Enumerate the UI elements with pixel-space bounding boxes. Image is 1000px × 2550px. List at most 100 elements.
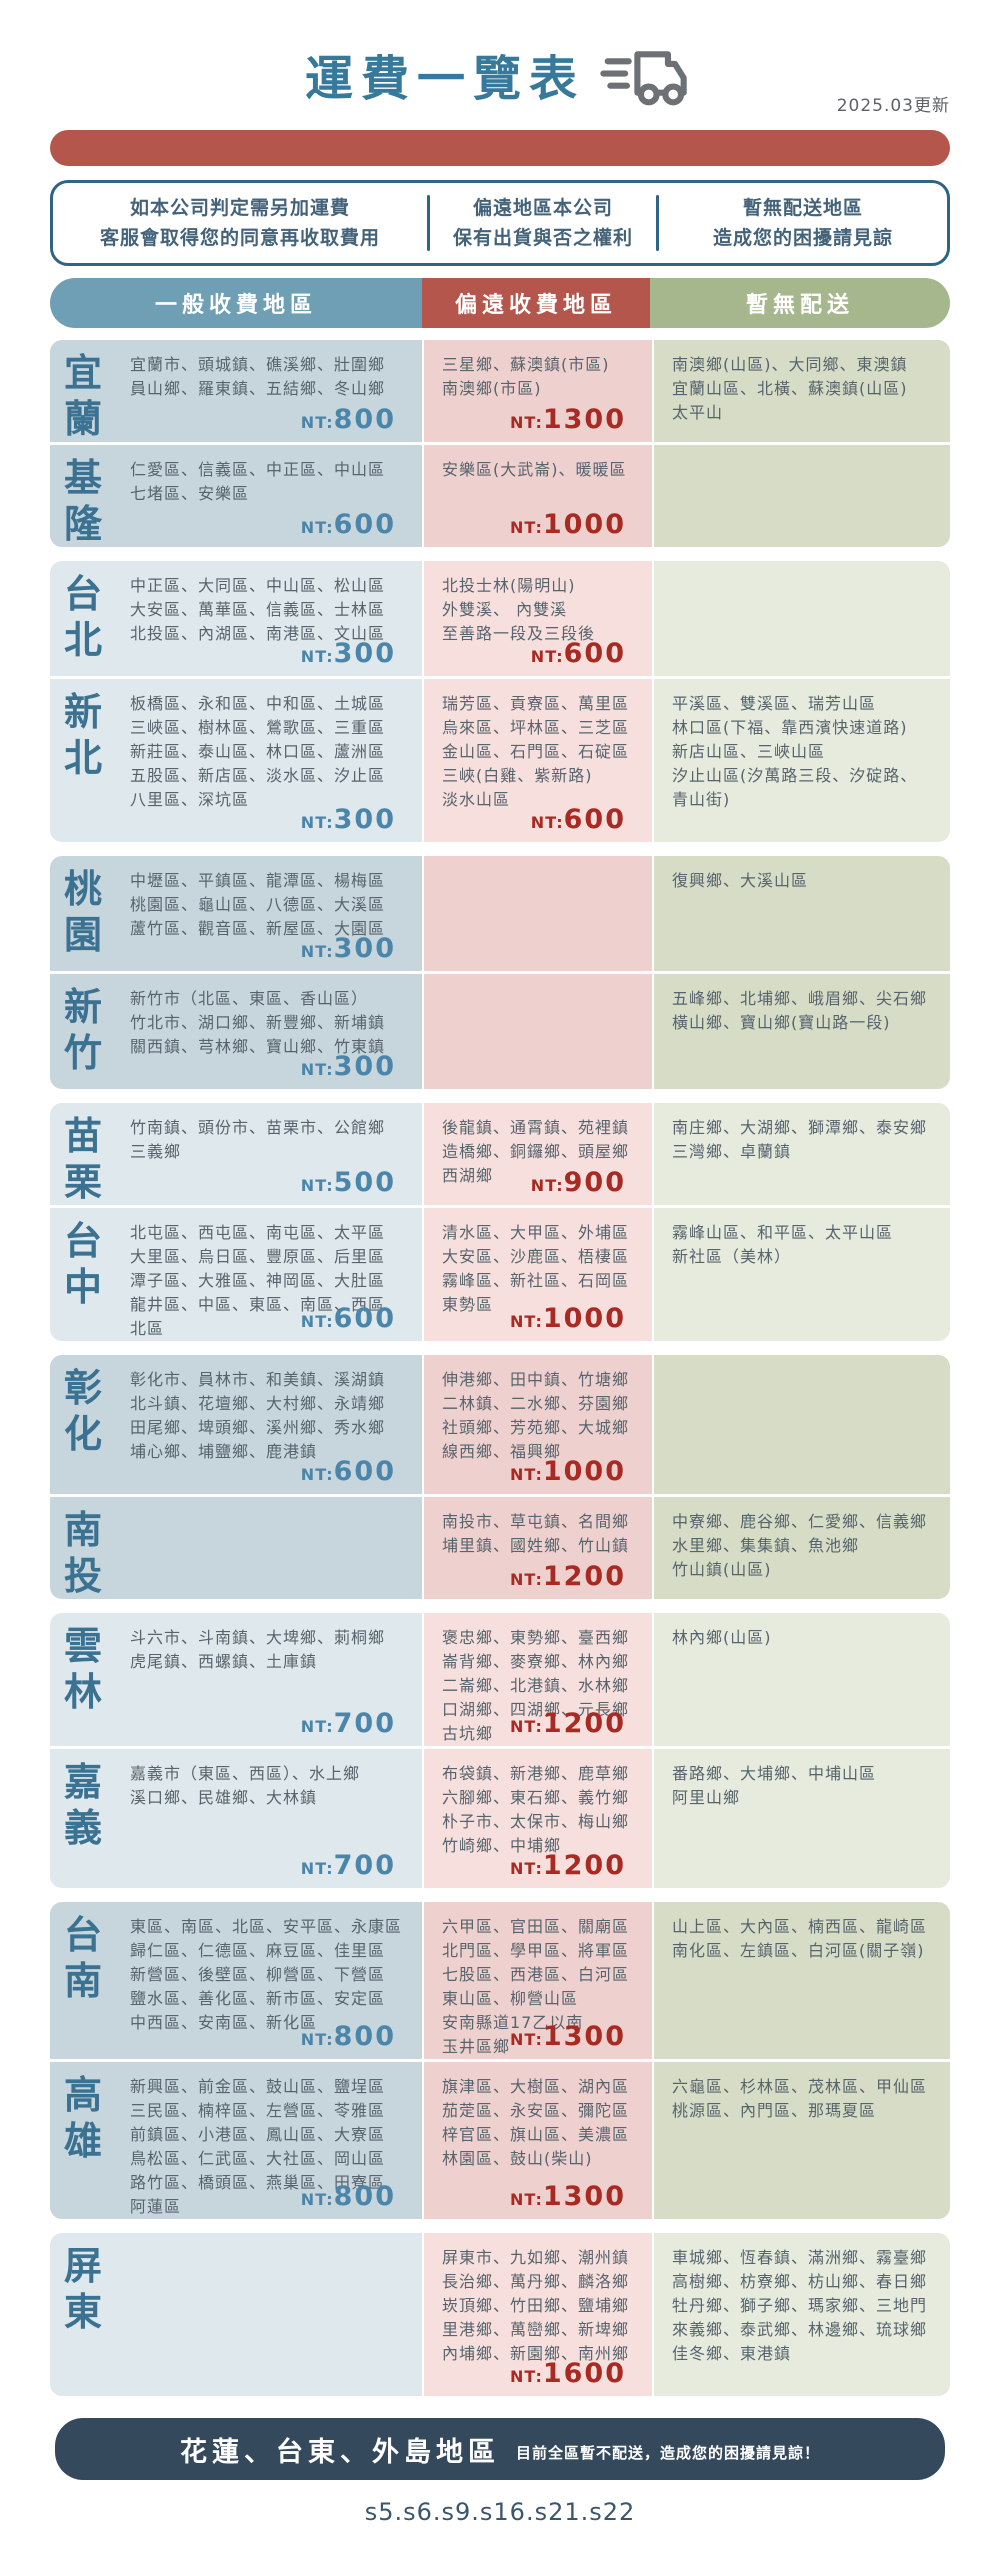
- area-line: 來義鄉、泰武鄉、林邊鄉、琉球鄉: [672, 2320, 928, 2339]
- region-label-char: 園: [64, 913, 103, 957]
- area-line: 布袋鎮、新港鄉、鹿草鄉: [442, 1764, 630, 1783]
- delivery-truck-icon: [600, 51, 687, 106]
- area-line: 南澳鄉(山區)、大同鄉、東澳鎮: [672, 355, 908, 374]
- region-label-char: 基: [64, 456, 103, 500]
- area-line: 橫山鄉、寶山鄉(寶山路一段): [672, 1013, 891, 1032]
- price-general: NT:800: [300, 2181, 396, 2212]
- general-cell: 嘉義嘉義市（東區、西區）、水上鄉 溪口鄉、民雄鄉、大林鎮 NT:700: [50, 1749, 422, 1888]
- area-line: 佳冬鄉、東港鎮: [672, 2344, 792, 2363]
- header: 運費一覽表 2025.03更新: [50, 34, 950, 116]
- area-line: 南投市、草屯鎮、名間鄉: [442, 1512, 630, 1531]
- region-label-char: 台: [64, 1913, 103, 1957]
- no-delivery-cell: 復興鄉、大溪山區: [654, 856, 950, 971]
- remote-cell: 三星鄉、蘇澳鎮(市區) 南澳鄉(市區) NT:1300: [424, 340, 652, 442]
- area-line: 崁頂鄉、竹田鄉、鹽埔鄉: [442, 2296, 630, 2315]
- area-line: 北門區、學甲區、將軍區: [442, 1941, 630, 1960]
- price-general: NT:300: [300, 1051, 396, 1082]
- region-row: 桃園中壢區、平鎮區、龍潭區、楊梅區 桃園區、龜山區、八德區、大溪區 蘆竹區、觀音區、…: [50, 856, 950, 971]
- general-cell: 彰化彰化市、員林市、和美鎮、溪湖鎮 北斗鎮、花壇鄉、大村鄉、永靖鄉 田尾鄉、埤頭鄉、…: [50, 1355, 422, 1494]
- area-line: 汐止山區(汐萬路三段、汐碇路、: [672, 766, 918, 785]
- area-line: 前鎮區、小港區、鳳山區、大寮區: [130, 2125, 386, 2144]
- region-label: 苗栗: [50, 1103, 130, 1205]
- region-group: 雲林斗六市、斗南鎮、大埤鄉、莿桐鄉 虎尾鎮、西螺鎮、土庫鎮 NT:700 褒忠鄉、東勢…: [50, 1613, 950, 1888]
- price-remote: NT:1000: [510, 1456, 626, 1487]
- region-label: 台北: [50, 561, 130, 676]
- price-general: NT:500: [300, 1167, 396, 1198]
- no-delivery-cell: 山上區、大內區、楠西區、龍崎區 南化區、左鎮區、白河區(關子嶺): [654, 1902, 950, 2059]
- region-group: 宜蘭宜蘭市、頭城鎮、礁溪鄉、壯圍鄉 員山鄉、羅東鎮、五結鄉、冬山鄉 NT:800 三星…: [50, 340, 950, 547]
- area-line: 三星鄉、蘇澳鎮(市區): [442, 355, 610, 374]
- region-label: 彰化: [50, 1355, 130, 1494]
- fee-table: 宜蘭宜蘭市、頭城鎮、礁溪鄉、壯圍鄉 員山鄉、羅東鎮、五結鄉、冬山鄉 NT:800 三星…: [50, 340, 950, 2396]
- no-delivery-cell: 霧峰山區、和平區、太平山區 新社區（美林）: [654, 1208, 950, 1341]
- area-line: 北投士林(陽明山): [442, 576, 576, 595]
- region-label: 屏東: [50, 2233, 130, 2396]
- remote-cell: [424, 856, 652, 971]
- region-row: 嘉義嘉義市（東區、西區）、水上鄉 溪口鄉、民雄鄉、大林鎮 NT:700 布袋鎮、新港鄉…: [50, 1749, 950, 1888]
- area-line: 彰化市、員林市、和美鎮、溪湖鎮: [130, 1370, 386, 1389]
- no-delivery-region-title: 花蓮、台東、外島地區: [179, 2436, 500, 2468]
- region-label-char: 東: [64, 2290, 103, 2334]
- area-line: 崙背鄉、麥寮鄉、林內鄉: [442, 1652, 630, 1671]
- area-line: 六甲區、官田區、關廟區: [442, 1917, 630, 1936]
- area-line: 宜蘭山區、北橫、蘇澳鎮(山區): [672, 379, 908, 398]
- price-general: NT:300: [300, 804, 396, 835]
- no-delivery-cell: 五峰鄉、北埔鄉、峨眉鄉、尖石鄉 橫山鄉、寶山鄉(寶山路一段): [654, 974, 950, 1089]
- area-line: 鳥松區、仁武區、大社區、岡山區: [130, 2149, 386, 2168]
- region-row: 高雄新興區、前金區、鼓山區、鹽埕區 三民區、楠梓區、左營區、苓雅區 前鎮區、小港區、…: [50, 2062, 950, 2219]
- area-line: 瑞芳區、貢寮區、萬里區: [442, 694, 630, 713]
- no-delivery-region-bar: 花蓮、台東、外島地區 目前全區暫不配送，造成您的困擾請見諒！: [55, 2418, 945, 2480]
- area-line: 埔里鎮、國姓鄉、竹山鎮: [442, 1536, 630, 1555]
- area-line: 三灣鄉、卓蘭鎮: [672, 1142, 792, 1161]
- area-line: 口湖鄉、四湖鄉、元長鄉: [442, 1700, 630, 1719]
- region-row: 新北板橋區、永和區、中和區、土城區 三峽區、樹林區、鶯歌區、三重區 新莊區、泰山區、…: [50, 679, 950, 842]
- area-line: 新莊區、泰山區、林口區、蘆洲區: [130, 742, 386, 761]
- general-cell: 基隆仁愛區、信義區、中正區、中山區 七堵區、安樂區 NT:600: [50, 445, 422, 547]
- price-remote: NT:1000: [510, 509, 626, 540]
- area-line: 水里鄉、集集鎮、魚池鄉: [672, 1536, 860, 1555]
- area-line: 線西鄉、福興鄉: [442, 1442, 562, 1461]
- area-line: 三峽區、樹林區、鶯歌區、三重區: [130, 718, 386, 737]
- area-line: 南庄鄉、大湖鄉、獅潭鄉、泰安鄉: [672, 1118, 928, 1137]
- region-label-char: 南: [64, 1508, 103, 1552]
- area-line: 茄萣區、永安區、彌陀區: [442, 2101, 630, 2120]
- area-line: 三義鄉: [130, 1142, 182, 1161]
- general-cell: 台南東區、南區、北區、安平區、永康區 歸仁區、仁德區、麻豆區、佳里區 新營區、後壁區…: [50, 1902, 422, 2059]
- remote-cell: 旗津區、大樹區、湖內區 茄萣區、永安區、彌陀區 梓官區、旗山區、美濃區 林園區、鼓山(…: [424, 2062, 652, 2219]
- area-line: 南澳鄉(市區): [442, 379, 542, 398]
- remote-cell: 伸港鄉、田中鎮、竹塘鄉 二林鎮、二水鄉、芬園鄉 社頭鄉、芳苑鄉、大城鄉 線西鄉、福興鄉…: [424, 1355, 652, 1494]
- remote-cell: 北投士林(陽明山) 外雙溪、 內雙溪 至善路一段及三段後 NT:600: [424, 561, 652, 676]
- area-line: 東勢區: [442, 1295, 494, 1314]
- price-general: NT:300: [300, 933, 396, 964]
- area-line: 大里區、烏日區、豐原區、后里區: [130, 1247, 386, 1266]
- area-line: 路竹區、橋頭區、燕巢區、田寮區: [130, 2173, 386, 2192]
- area-line: 安南縣道17乙以南: [442, 2013, 584, 2032]
- area-line: 歸仁區、仁德區、麻豆區、佳里區: [130, 1941, 386, 1960]
- general-cell: 苗栗竹南鎮、頭份市、苗栗市、公館鄉 三義鄉 NT:500: [50, 1103, 422, 1205]
- region-label-char: 義: [64, 1806, 103, 1850]
- area-line: 外雙溪、 內雙溪: [442, 600, 568, 619]
- area-line: 番路鄉、大埔鄉、中埔山區: [672, 1764, 877, 1783]
- area-line: 竹北市、湖口鄉、新豐鄉、新埔鎮: [130, 1013, 386, 1032]
- area-line: 七股區、西港區、白河區: [442, 1965, 630, 1984]
- area-line: 埔心鄉、埔鹽鄉、鹿港鎮: [130, 1442, 318, 1461]
- area-line: 大安區、萬華區、信義區、士林區: [130, 600, 386, 619]
- no-delivery-cell: 南澳鄉(山區)、大同鄉、東澳鎮 宜蘭山區、北橫、蘇澳鎮(山區) 太平山: [654, 340, 950, 442]
- area-line: 平溪區、雙溪區、瑞芳山區: [672, 694, 877, 713]
- region-label-char: 北: [64, 736, 103, 780]
- price-general: NT:700: [300, 1708, 396, 1739]
- area-line: 伸港鄉、田中鎮、竹塘鄉: [442, 1370, 630, 1389]
- area-line: 屏東市、九如鄉、潮州鎮: [442, 2248, 630, 2267]
- region-label-char: 屏: [64, 2244, 103, 2288]
- region-label-char: 中: [64, 1265, 103, 1309]
- page-title: 運費一覽表: [304, 51, 585, 107]
- price-general: NT:800: [300, 404, 396, 435]
- region-row: 台南東區、南區、北區、安平區、永康區 歸仁區、仁德區、麻豆區、佳里區 新營區、後壁區…: [50, 1902, 950, 2059]
- region-group: 苗栗竹南鎮、頭份市、苗栗市、公館鄉 三義鄉 NT:500 後龍鎮、通霄鎮、苑裡鎮 造橋鄉…: [50, 1103, 950, 1341]
- price-remote: NT:1200: [510, 1708, 626, 1739]
- no-delivery-cell: 六龜區、杉林區、茂林區、甲仙區 桃源區、內門區、那瑪夏區: [654, 2062, 950, 2219]
- area-line: 北斗鎮、花壇鄉、大村鄉、永靖鄉: [130, 1394, 386, 1413]
- area-line: 長治鄉、萬丹鄉、麟洛鄉: [442, 2272, 630, 2291]
- area-line: 牡丹鄉、獅子鄉、瑪家鄉、三地門: [672, 2296, 928, 2315]
- area-line: 褒忠鄉、東勢鄉、臺西鄉: [442, 1628, 630, 1647]
